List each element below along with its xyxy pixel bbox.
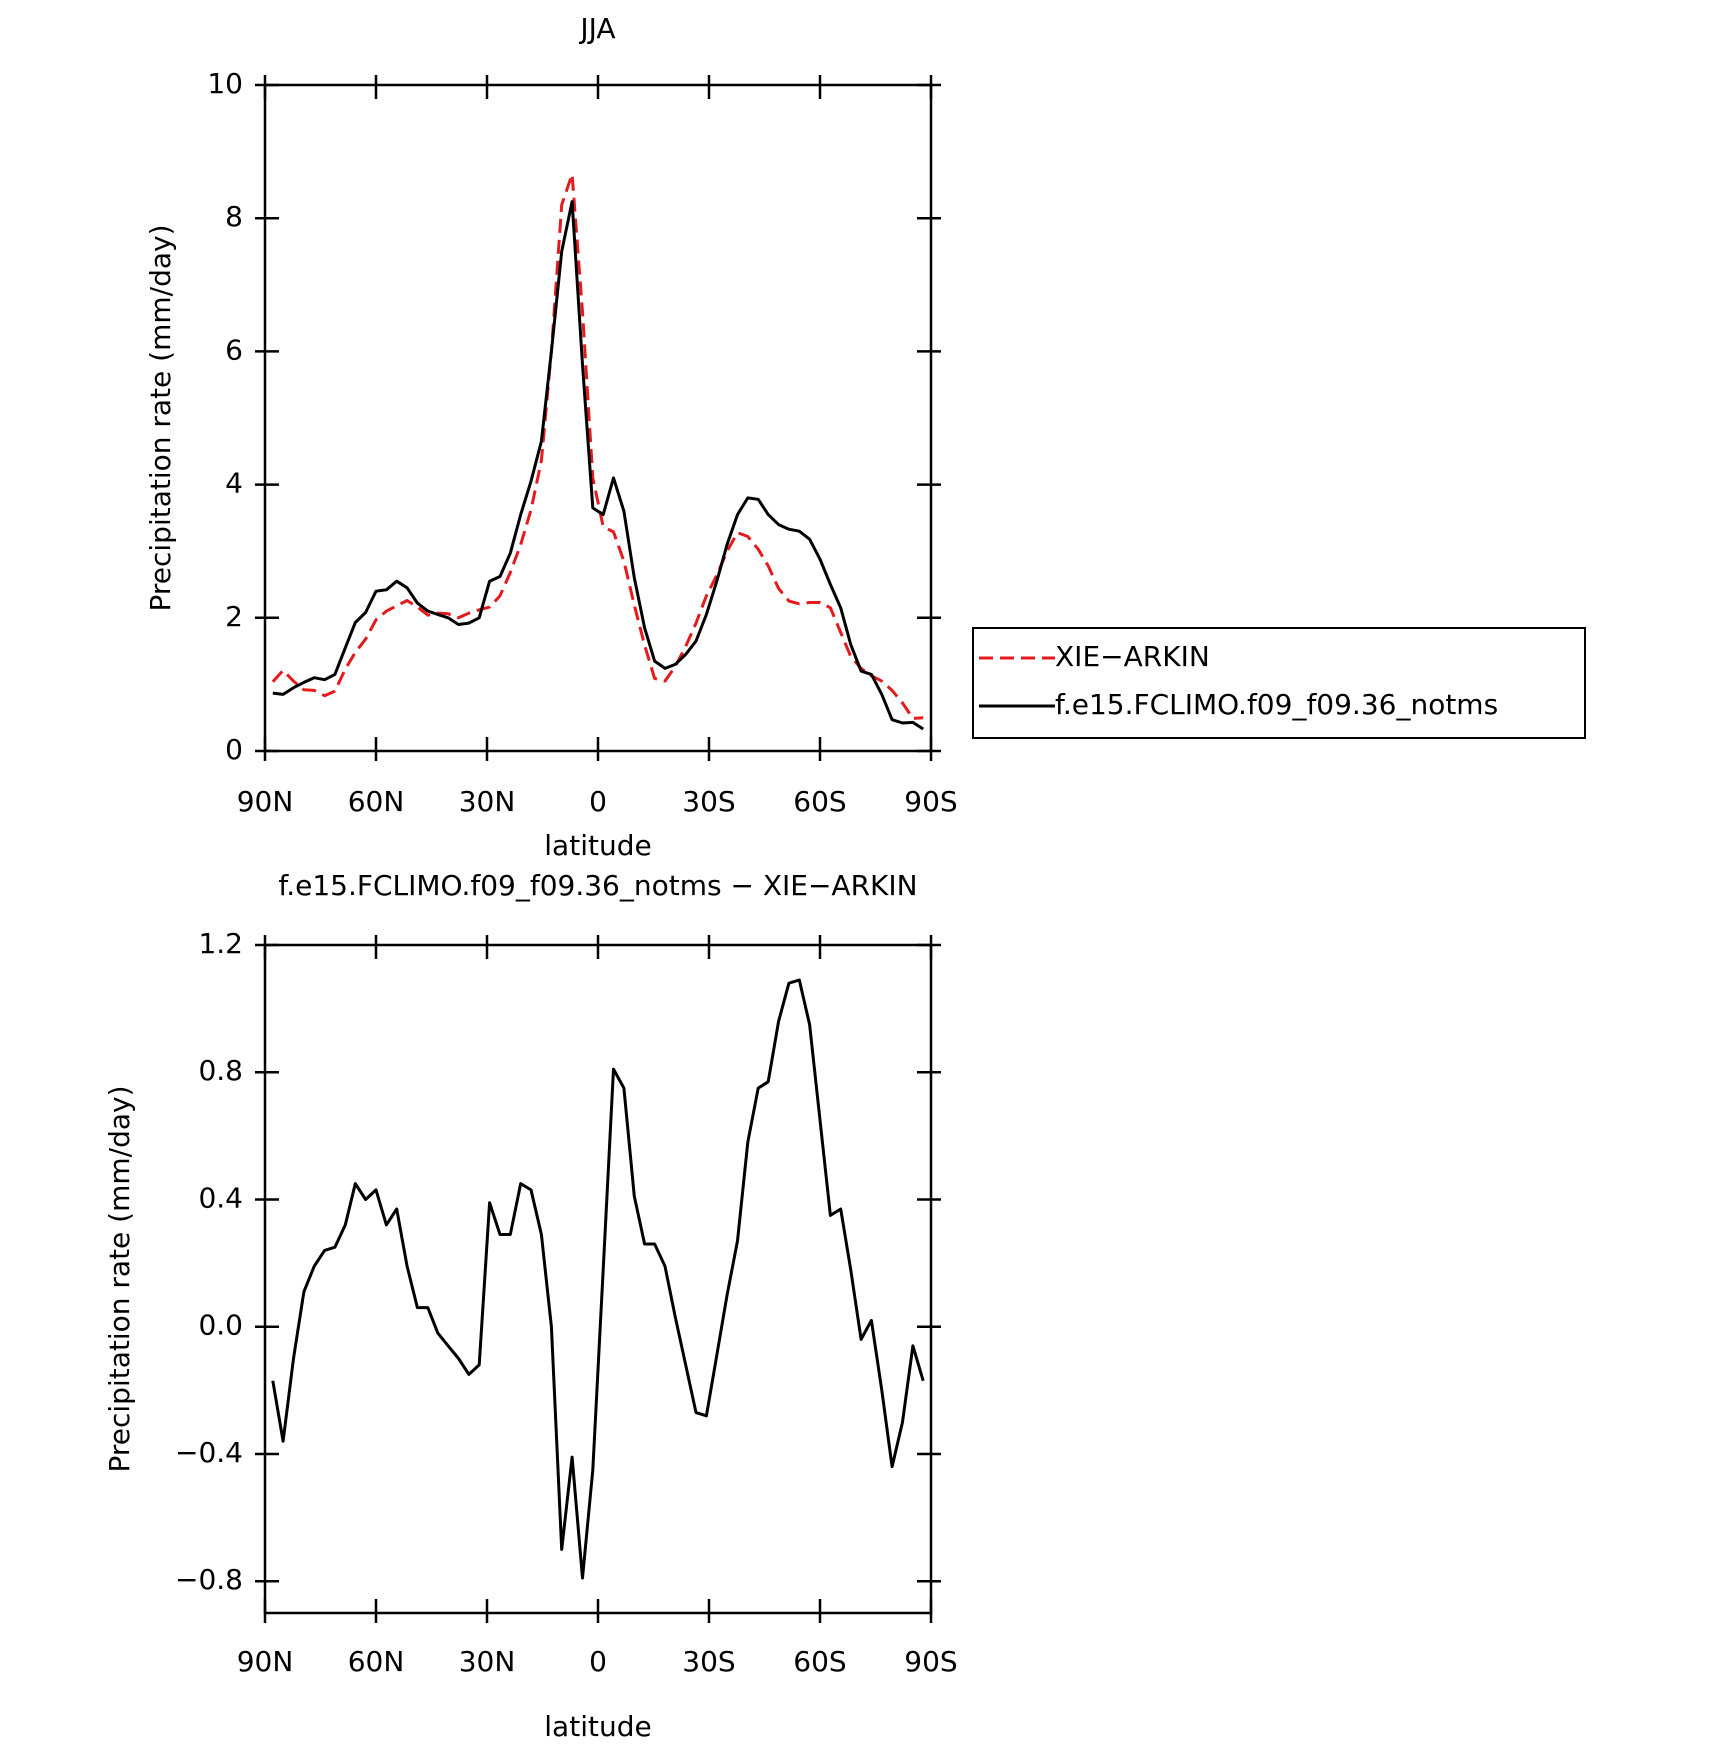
- x-tick-label: 60N: [348, 785, 405, 818]
- y-tick-label: 0.8: [198, 1054, 243, 1087]
- x-tick-label: 30N: [459, 785, 516, 818]
- y-tick-label: −0.8: [175, 1563, 243, 1596]
- x-tick-label: 0: [589, 1645, 607, 1678]
- chart-title: f.e15.FCLIMO.f09_f09.36_notms − XIE−ARKI…: [278, 869, 917, 902]
- plot-frame: [263, 943, 933, 1615]
- legend-label: XIE−ARKIN: [1055, 640, 1210, 673]
- x-tick-label: 0: [589, 785, 607, 818]
- x-tick-label: 90S: [904, 785, 957, 818]
- x-axis-label: latitude: [544, 1710, 651, 1743]
- x-tick-label: 30S: [682, 1645, 735, 1678]
- y-tick-label: 0.0: [198, 1309, 243, 1342]
- y-tick-label: 1.2: [198, 927, 243, 960]
- chart-title: JJA: [578, 12, 615, 45]
- y-tick-label: 4: [225, 467, 243, 500]
- y-tick-label: −0.4: [175, 1436, 243, 1469]
- x-tick-label: 30S: [682, 785, 735, 818]
- y-tick-label: 6: [225, 333, 243, 366]
- legend-box: [972, 627, 1586, 739]
- y-axis-label: Precipitation rate (mm/day): [144, 224, 177, 611]
- x-axis-label: latitude: [544, 829, 651, 862]
- y-tick-label: 0.4: [198, 1181, 243, 1214]
- y-tick-label: 2: [225, 600, 243, 633]
- y-axis-label: Precipitation rate (mm/day): [103, 1085, 136, 1472]
- legend-label: f.e15.FCLIMO.f09_f09.36_notms: [1055, 688, 1498, 721]
- y-tick-label: 10: [207, 67, 243, 100]
- x-tick-label: 90N: [237, 1645, 294, 1678]
- y-tick-label: 0: [225, 733, 243, 766]
- data-line: [272, 200, 925, 731]
- data-line: [271, 978, 925, 1580]
- plot-frame: [263, 83, 933, 753]
- x-tick-label: 60N: [348, 1645, 405, 1678]
- x-tick-label: 60S: [793, 785, 846, 818]
- x-tick-label: 90S: [904, 1645, 957, 1678]
- data-line: [271, 172, 924, 720]
- x-tick-label: 90N: [237, 785, 294, 818]
- y-tick-label: 8: [225, 200, 243, 233]
- x-tick-label: 60S: [793, 1645, 846, 1678]
- x-tick-label: 30N: [459, 1645, 516, 1678]
